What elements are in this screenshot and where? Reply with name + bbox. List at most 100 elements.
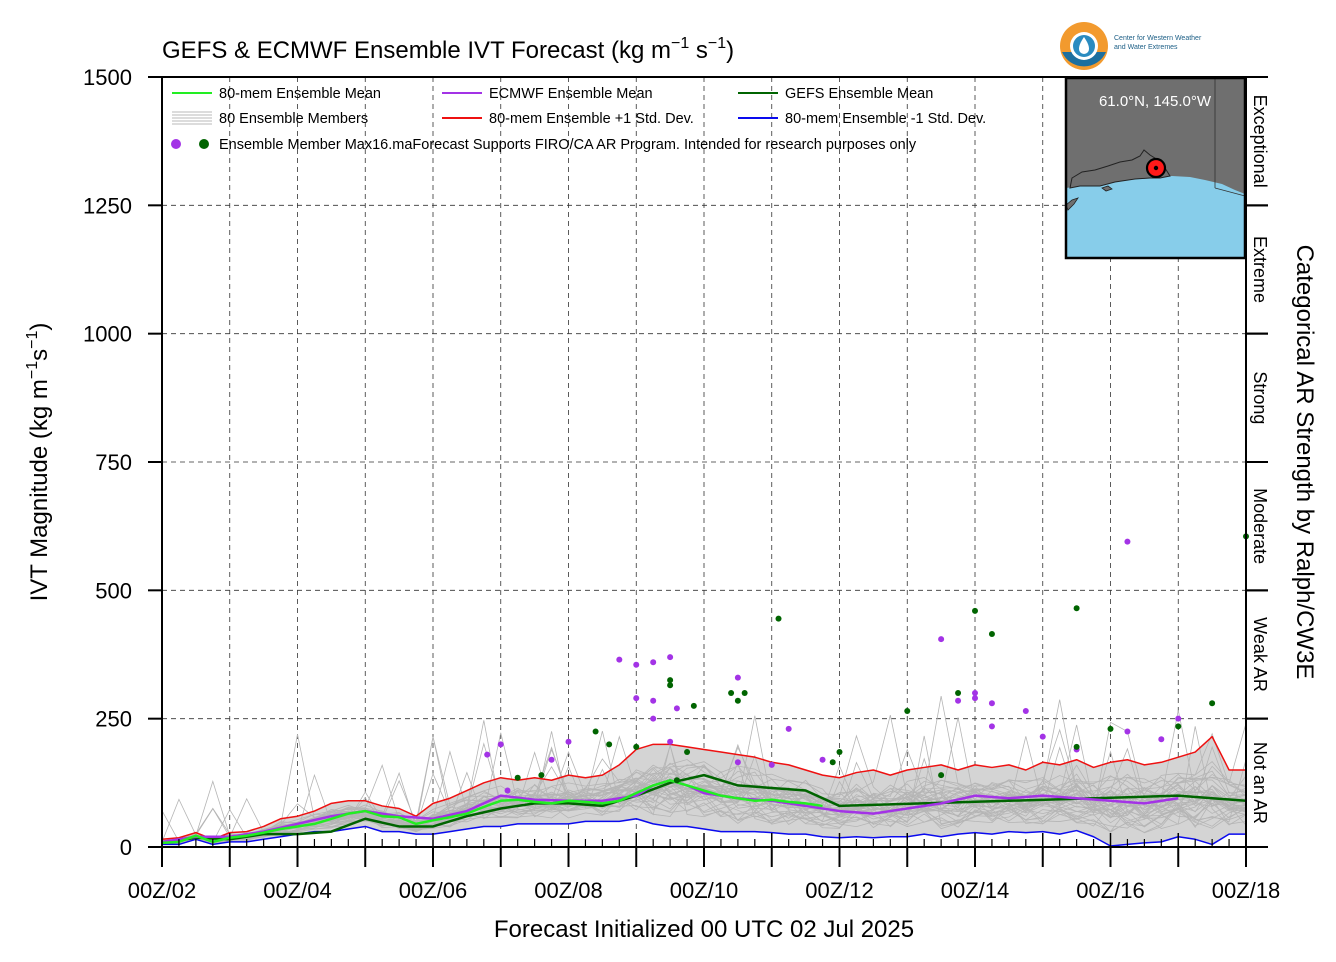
max-point-ecmwf bbox=[484, 751, 491, 758]
max-point-gefs bbox=[955, 690, 962, 696]
axis-ticks: 0 250 500 750 1000 1250 1500 00Z/02 00Z/04 00Z/06… bbox=[83, 65, 1280, 903]
legend-label: 80 Ensemble Members bbox=[219, 111, 368, 127]
category-label: Exceptional bbox=[1250, 95, 1270, 188]
max-point-gefs bbox=[606, 741, 613, 748]
max-point-ecmwf bbox=[667, 738, 674, 745]
max-point-ecmwf bbox=[616, 656, 623, 663]
max-point-ecmwf bbox=[819, 756, 826, 763]
series-line-80-mem-ensemble-mean bbox=[161, 779, 823, 845]
logo-line1: Center for Western Weather bbox=[1114, 35, 1202, 42]
legend-label: GEFS Ensemble Mean bbox=[785, 86, 933, 102]
max-point-ecmwf bbox=[988, 700, 995, 707]
y-tick-label: 1000 bbox=[83, 322, 132, 347]
max-point-gefs bbox=[836, 749, 843, 756]
max-point-ecmwf bbox=[633, 695, 640, 702]
max-point-ecmwf bbox=[673, 705, 680, 712]
y-tick-label: 1500 bbox=[83, 65, 132, 90]
max-point-ecmwf bbox=[938, 636, 945, 643]
max-point-ecmwf bbox=[972, 695, 978, 702]
max-point-ecmwf bbox=[734, 674, 741, 681]
max-points bbox=[484, 533, 1249, 794]
ensemble-member-line bbox=[161, 758, 1247, 842]
max-point-gefs bbox=[938, 772, 945, 779]
ensemble-member-line bbox=[161, 786, 1247, 843]
inset-map-coordinates: 61.0°N, 145.0°W bbox=[1099, 93, 1212, 110]
chart-title: GEFS & ECMWF Ensemble IVT Forecast (kg m… bbox=[162, 35, 734, 64]
max-point-ecmwf bbox=[785, 725, 792, 732]
legend-label: ECMWF Ensemble Mean bbox=[489, 86, 653, 102]
cw3e-logo: Center for Western Weather and Water Ext… bbox=[1060, 22, 1202, 70]
max-point-ecmwf bbox=[988, 723, 995, 730]
max-point-ecmwf bbox=[1158, 736, 1165, 743]
ylabel-end: ) bbox=[26, 323, 53, 331]
x-tick-label: 00Z/12 bbox=[805, 878, 874, 903]
ylabel-main: IVT Magnitude (kg m bbox=[26, 379, 53, 601]
max-point-gefs bbox=[592, 728, 599, 735]
category-label: Extreme bbox=[1250, 236, 1270, 303]
max-point-ecmwf bbox=[650, 659, 657, 666]
y-axis-label: IVT Magnitude (kg m−1s−1) bbox=[24, 323, 53, 602]
ar-category-axis: Exceptional Extreme Strong Moderate Weak AR N… bbox=[1245, 76, 1270, 848]
ensemble-member-line bbox=[161, 762, 1247, 845]
max-point-ecmwf bbox=[1175, 715, 1182, 722]
y-tick-label: 0 bbox=[120, 835, 132, 860]
max-point-gefs bbox=[829, 759, 836, 766]
max-point-ecmwf bbox=[1039, 733, 1046, 740]
island-shape-2 bbox=[1101, 185, 1113, 192]
max-point-gefs bbox=[904, 707, 911, 714]
max-point-gefs bbox=[1073, 605, 1080, 612]
max-point-ecmwf bbox=[734, 759, 741, 766]
max-point-gefs bbox=[684, 749, 691, 756]
category-label: Strong bbox=[1250, 371, 1270, 424]
title-mid: s bbox=[689, 37, 708, 64]
legend-label: 80-mem Ensemble +1 Std. Dev. bbox=[489, 111, 694, 127]
legend-label: 80-mem Ensemble -1 Std. Dev. bbox=[785, 111, 986, 127]
max-point-ecmwf bbox=[768, 761, 775, 768]
max-point-gefs bbox=[538, 772, 545, 779]
legend-dot-ecmwf bbox=[171, 139, 181, 149]
title-end: ) bbox=[726, 37, 734, 64]
max-point-gefs bbox=[673, 777, 680, 784]
max-point-ecmwf bbox=[497, 741, 504, 748]
x-tick-label: 00Z/16 bbox=[1076, 878, 1145, 903]
inset-map: 61.0°N, 145.0°W bbox=[1064, 76, 1247, 260]
ylabel-exp2: −1 bbox=[24, 330, 41, 348]
ensemble-member-line bbox=[161, 761, 1247, 841]
x-tick-label: 00Z/04 bbox=[263, 878, 332, 903]
max-point-gefs bbox=[633, 743, 640, 750]
x-tick-label: 00Z/14 bbox=[941, 878, 1010, 903]
max-point-gefs bbox=[667, 677, 674, 684]
max-point-ecmwf bbox=[633, 661, 640, 668]
max-point-ecmwf bbox=[667, 654, 674, 661]
max-point-ecmwf bbox=[955, 697, 962, 704]
title-exp2: −1 bbox=[708, 35, 726, 52]
category-label: Moderate bbox=[1250, 488, 1270, 564]
max-point-gefs bbox=[690, 702, 697, 709]
ocean-shape bbox=[1066, 176, 1245, 258]
x-axis-label: Forecast Initialized 00 UTC 02 Jul 2025 bbox=[494, 916, 914, 943]
category-label: Not an AR bbox=[1250, 742, 1270, 824]
legend: 80-mem Ensemble Mean ECMWF Ensemble Mean G… bbox=[171, 86, 986, 153]
y-tick-label: 250 bbox=[95, 707, 132, 732]
max-point-gefs bbox=[1107, 725, 1114, 732]
max-point-ecmwf bbox=[1124, 728, 1131, 735]
y-tick-label: 1250 bbox=[83, 193, 132, 218]
logo-line2: and Water Extremes bbox=[1114, 44, 1178, 51]
y-tick-label: 750 bbox=[95, 450, 132, 475]
legend-dot-gefs bbox=[199, 139, 209, 149]
max-point-gefs bbox=[514, 774, 521, 781]
ensemble-member-line bbox=[161, 734, 1247, 842]
max-point-ecmwf bbox=[504, 787, 511, 794]
x-tick-label: 00Z/10 bbox=[670, 878, 739, 903]
ylabel-exp1: −1 bbox=[24, 361, 41, 379]
series-line-80-mem-ensemble-1-std-dev bbox=[162, 818, 1246, 847]
max-point-gefs bbox=[741, 690, 748, 696]
max-point-ecmwf bbox=[650, 697, 657, 704]
max-point-gefs bbox=[1175, 723, 1182, 730]
y-tick-label: 500 bbox=[95, 578, 132, 603]
max-point-ecmwf bbox=[1124, 538, 1131, 545]
x-tick-label: 00Z/08 bbox=[534, 878, 603, 903]
max-point-gefs bbox=[1209, 700, 1216, 707]
title-main: GEFS & ECMWF Ensemble IVT Forecast (kg m bbox=[162, 37, 671, 64]
series-lines bbox=[161, 735, 1247, 847]
